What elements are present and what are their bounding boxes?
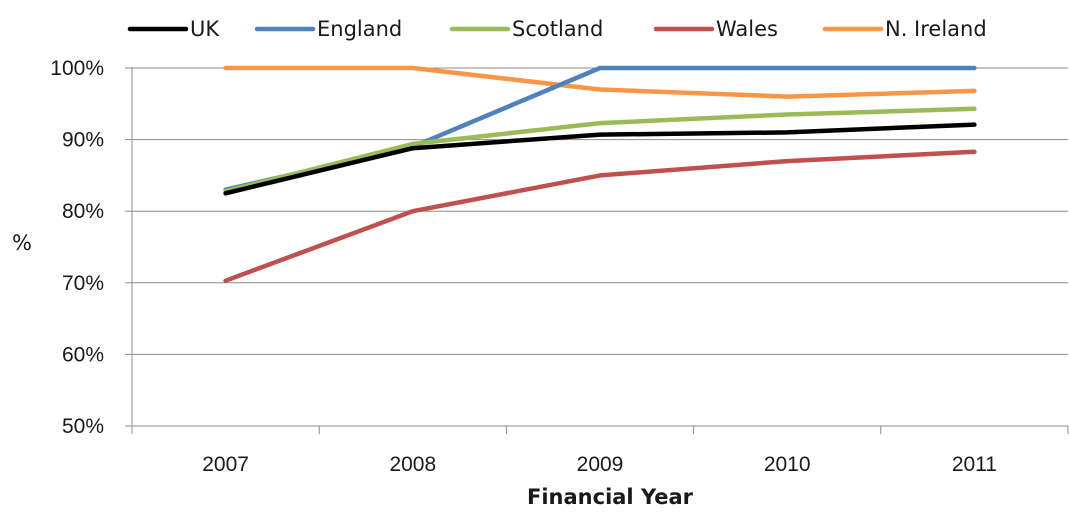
y-tick-label: 60% bbox=[62, 343, 104, 366]
series-lines bbox=[223, 65, 977, 283]
legend-label-uk: UK bbox=[190, 17, 220, 41]
y-tick-label: 100% bbox=[50, 57, 104, 80]
legend-label-scotland: Scotland bbox=[512, 17, 603, 41]
x-axis-title: Financial Year bbox=[527, 485, 694, 509]
y-tick-label: 80% bbox=[62, 200, 104, 223]
x-tick-label-2011: 2011 bbox=[952, 453, 997, 476]
legend-label-england: England bbox=[317, 17, 402, 41]
x-tick-label-2008: 2008 bbox=[389, 453, 436, 476]
y-tick-label: 70% bbox=[62, 272, 104, 295]
x-tick-label-2009: 2009 bbox=[577, 453, 624, 476]
series-line-uk bbox=[223, 122, 977, 196]
legend-label-wales: Wales bbox=[716, 17, 778, 41]
y-tick-label: 50% bbox=[62, 415, 104, 438]
legend-label-n-ireland: N. Ireland bbox=[885, 17, 987, 41]
series-line-wales bbox=[223, 149, 977, 283]
legend: UK England Scotland Wales N. Ireland bbox=[127, 17, 987, 41]
y-axis-title: % bbox=[12, 231, 32, 255]
y-tick-label: 90% bbox=[62, 129, 104, 152]
axes: 50% 60% 70% 80% 90% 100% 2007 2008 2009 2010 2011 bbox=[50, 57, 1069, 476]
x-tick-label-2007: 2007 bbox=[202, 453, 249, 476]
x-tick-label-2010: 2010 bbox=[764, 453, 811, 476]
series-line-n-ireland bbox=[223, 65, 977, 99]
series-line-scotland bbox=[223, 106, 977, 194]
